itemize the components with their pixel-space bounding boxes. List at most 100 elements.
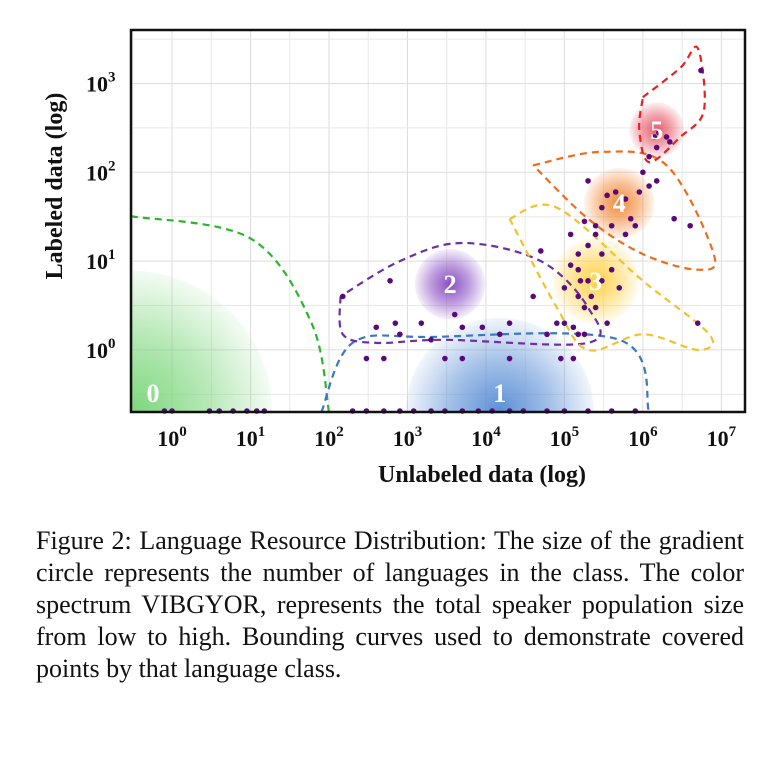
data-point <box>653 144 660 151</box>
data-point <box>459 355 466 362</box>
y-tick-label: 100 <box>86 336 116 363</box>
data-point <box>428 337 434 343</box>
x-tick-label: 106 <box>628 424 658 451</box>
data-point <box>479 324 486 331</box>
class-3-boundary <box>508 203 714 352</box>
data-point <box>592 222 599 229</box>
data-point <box>622 231 629 238</box>
class-0-label: 0 <box>147 379 160 408</box>
class-2-label: 2 <box>444 270 457 299</box>
data-point <box>604 192 610 199</box>
class-5-boundary <box>638 45 706 164</box>
data-point <box>622 196 629 202</box>
data-point <box>575 251 582 257</box>
class-2-boundary <box>338 241 602 346</box>
class-4-label: 4 <box>613 189 626 218</box>
data-point <box>632 222 639 229</box>
data-point <box>671 215 677 222</box>
y-tick-label: 102 <box>86 158 116 185</box>
figure-caption: Figure 2: Language Resource Distribution… <box>36 526 744 683</box>
data-point <box>694 320 701 326</box>
plot-frame <box>129 28 747 414</box>
class-1-boundary <box>320 332 651 412</box>
data-point <box>640 169 646 176</box>
x-tick-label: 105 <box>550 424 580 451</box>
data-point <box>373 324 380 331</box>
data-point <box>363 355 370 362</box>
data-point <box>612 189 619 195</box>
x-tick-label: 104 <box>471 424 501 451</box>
data-point <box>663 134 670 140</box>
data-point <box>653 178 660 184</box>
class-1-label: 1 <box>493 379 506 408</box>
data-point <box>608 266 615 273</box>
data-point <box>698 67 704 74</box>
class-0-circle <box>131 270 273 412</box>
class-1-circle <box>405 317 594 412</box>
data-point <box>592 231 599 238</box>
data-point <box>442 355 448 362</box>
data-point <box>585 178 591 184</box>
data-point <box>567 231 574 238</box>
data-point <box>506 355 513 362</box>
class-3-label: 3 <box>589 267 602 296</box>
class-5-label: 5 <box>650 116 663 145</box>
class-0-boundary <box>131 215 331 412</box>
class-labels: 0 1 2 3 4 5 <box>147 116 664 408</box>
data-point <box>496 331 503 338</box>
x-tick-label: 100 <box>157 424 187 451</box>
data-point <box>636 189 643 195</box>
data-point <box>656 129 662 136</box>
data-point <box>687 222 693 229</box>
data-point <box>451 311 458 318</box>
data-point <box>588 293 595 300</box>
data-point <box>459 324 466 331</box>
data-point <box>585 278 591 284</box>
data-point <box>604 320 610 326</box>
data-point <box>530 293 536 300</box>
x-tick-labels: 100 101 102 103 104 105 106 107 <box>157 424 736 451</box>
class-gradient-circles <box>131 102 685 412</box>
chart-figure: 0 12 345 100 101 102 103 104 105 106 107 10010110… <box>42 28 747 488</box>
data-point <box>608 222 615 229</box>
x-tick-label: 102 <box>314 424 344 451</box>
data-point <box>567 262 574 268</box>
data-point <box>581 304 588 311</box>
data-point <box>599 204 605 211</box>
data-point <box>537 248 544 254</box>
data-point <box>418 320 425 326</box>
class-bounding-curves <box>131 45 717 412</box>
data-point <box>340 293 346 300</box>
data-point <box>554 320 560 326</box>
x-axis-title: Unlabeled data (log) <box>378 462 586 488</box>
data-point <box>651 134 658 140</box>
data-point <box>577 278 584 284</box>
data-point <box>581 218 588 225</box>
class-3-circle <box>552 237 639 324</box>
data-point <box>392 320 399 326</box>
data-point <box>561 285 568 291</box>
data-point <box>397 331 403 338</box>
data-point <box>599 278 605 284</box>
class-4-circle <box>583 167 655 239</box>
x-tick-label: 107 <box>707 424 737 451</box>
data-point <box>581 331 588 338</box>
data-point <box>544 331 550 338</box>
data-point <box>575 266 582 273</box>
data-point <box>558 355 564 362</box>
y-tick-label: 103 <box>86 69 116 96</box>
data-point <box>585 242 591 249</box>
y-tick-labels: 100 101 102 103 <box>86 69 116 362</box>
x-tick-label: 101 <box>236 424 266 451</box>
data-point <box>561 320 568 326</box>
data-point <box>592 304 599 311</box>
y-tick-label: 101 <box>86 247 116 274</box>
x-tick-label: 103 <box>393 424 423 451</box>
data-point <box>387 278 393 284</box>
data-point <box>646 183 652 189</box>
class-4-boundary <box>532 150 717 271</box>
data-point <box>570 324 577 331</box>
data-point <box>616 285 623 291</box>
class-2-circle <box>414 248 486 320</box>
data-point <box>570 355 577 362</box>
